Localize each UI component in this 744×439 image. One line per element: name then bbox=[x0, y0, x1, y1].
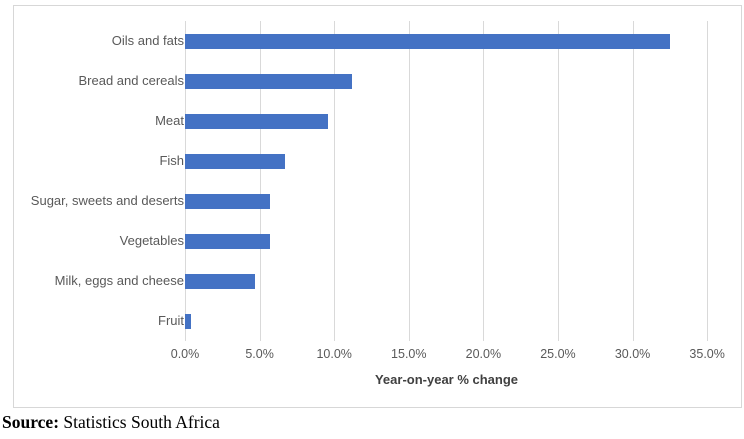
x-tick-label: 30.0% bbox=[614, 347, 651, 361]
chart-row bbox=[185, 21, 734, 61]
chart-row bbox=[185, 261, 734, 301]
chart-row bbox=[185, 141, 734, 181]
category-label: Fruit bbox=[158, 313, 184, 328]
bar bbox=[185, 153, 285, 169]
x-tick-label: 20.0% bbox=[465, 347, 502, 361]
gridline bbox=[185, 21, 186, 341]
category-label: Milk, eggs and cheese bbox=[54, 273, 184, 288]
gridline bbox=[483, 21, 485, 341]
gridline bbox=[259, 21, 261, 341]
chart-panel: 0.0% 5.0% 10.0% 15.0% 20.0% 25.0% 30.0% 35.0% Y… bbox=[13, 5, 742, 408]
source-label: Source: bbox=[2, 412, 60, 432]
bar bbox=[185, 33, 670, 49]
x-axis-ticks: 0.0% 5.0% 10.0% 15.0% 20.0% 25.0% 30.0% 35.0% bbox=[171, 347, 734, 363]
source-line: Source: Statistics South Africa bbox=[2, 412, 220, 433]
bar bbox=[185, 233, 271, 249]
bar bbox=[185, 313, 191, 329]
gridline bbox=[408, 21, 410, 341]
chart-row bbox=[185, 301, 734, 341]
source-text: Statistics South Africa bbox=[59, 412, 220, 432]
gridline bbox=[334, 21, 336, 341]
gridline bbox=[557, 21, 559, 341]
x-tick-label: 10.0% bbox=[316, 347, 352, 361]
category-label: Vegetables bbox=[119, 233, 184, 248]
category-label: Fish bbox=[159, 153, 184, 168]
bar bbox=[185, 193, 271, 209]
x-axis-title: Year-on-year % change bbox=[374, 372, 519, 387]
x-tick-label: 5.0% bbox=[245, 347, 274, 361]
category-label: Bread and cereals bbox=[78, 73, 184, 88]
chart-row bbox=[185, 221, 734, 261]
x-tick-label: 35.0% bbox=[689, 347, 725, 361]
category-label: Oils and fats bbox=[111, 33, 184, 48]
bar bbox=[185, 273, 256, 289]
gridline bbox=[707, 21, 709, 341]
x-tick-label: 0.0% bbox=[170, 347, 200, 361]
x-tick-label: 15.0% bbox=[391, 347, 427, 361]
category-label: Meat bbox=[155, 113, 184, 128]
bar bbox=[185, 73, 353, 89]
bar bbox=[185, 113, 329, 129]
chart-row bbox=[185, 101, 734, 141]
plot-area bbox=[185, 21, 734, 341]
chart-row bbox=[185, 61, 734, 101]
x-tick-label: 25.0% bbox=[540, 347, 576, 361]
category-label: Sugar, sweets and deserts bbox=[30, 193, 184, 208]
chart-row bbox=[185, 181, 734, 221]
gridline bbox=[632, 21, 634, 341]
